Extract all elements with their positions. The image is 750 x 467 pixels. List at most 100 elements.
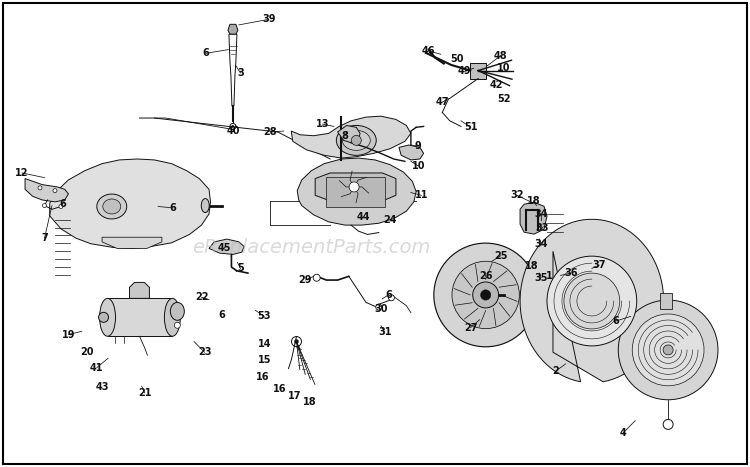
Circle shape <box>452 261 519 329</box>
Text: 10: 10 <box>496 63 510 73</box>
Text: 6: 6 <box>385 290 392 300</box>
Text: 23: 23 <box>198 347 211 357</box>
Text: 4: 4 <box>620 428 627 438</box>
Text: 10: 10 <box>412 161 425 171</box>
Circle shape <box>295 340 298 344</box>
Circle shape <box>314 274 320 281</box>
Polygon shape <box>102 237 162 248</box>
Circle shape <box>349 182 359 192</box>
Ellipse shape <box>103 199 121 214</box>
Text: 28: 28 <box>263 127 277 137</box>
Circle shape <box>388 295 394 301</box>
Text: 12: 12 <box>15 168 28 178</box>
Text: 47: 47 <box>436 97 449 107</box>
Text: 41: 41 <box>90 362 104 373</box>
Polygon shape <box>25 178 68 202</box>
Text: 5: 5 <box>237 263 244 273</box>
Text: 20: 20 <box>80 347 94 357</box>
Polygon shape <box>399 145 424 160</box>
Circle shape <box>351 135 361 145</box>
Text: 35: 35 <box>534 273 548 283</box>
Text: 13: 13 <box>316 119 329 129</box>
Text: 42: 42 <box>490 79 503 90</box>
Text: 6: 6 <box>218 310 225 320</box>
Text: 43: 43 <box>95 382 109 392</box>
Bar <box>326 177 385 206</box>
Circle shape <box>564 273 620 329</box>
Polygon shape <box>520 219 664 382</box>
Circle shape <box>53 189 57 193</box>
Circle shape <box>433 243 538 347</box>
Text: 51: 51 <box>464 122 478 132</box>
Bar <box>107 298 172 336</box>
Text: 30: 30 <box>374 304 388 314</box>
Circle shape <box>618 300 718 400</box>
Text: 8: 8 <box>342 131 349 141</box>
Text: 25: 25 <box>494 251 508 261</box>
Ellipse shape <box>342 130 370 150</box>
Circle shape <box>232 125 234 127</box>
Text: 45: 45 <box>217 243 231 254</box>
Text: 37: 37 <box>592 260 606 270</box>
Polygon shape <box>315 173 396 201</box>
Circle shape <box>174 322 180 328</box>
Text: 14: 14 <box>257 339 271 349</box>
Text: 9: 9 <box>415 141 422 151</box>
Text: 32: 32 <box>510 191 524 200</box>
Text: 7: 7 <box>41 233 48 243</box>
Ellipse shape <box>98 312 109 322</box>
Text: 50: 50 <box>451 54 464 64</box>
Text: 31: 31 <box>378 327 392 337</box>
Circle shape <box>38 186 42 190</box>
Text: 22: 22 <box>195 292 208 302</box>
Polygon shape <box>228 24 238 34</box>
Circle shape <box>376 304 382 310</box>
Text: 19: 19 <box>62 330 75 340</box>
Text: eReplacementParts.com: eReplacementParts.com <box>192 238 430 257</box>
Text: 6: 6 <box>202 48 209 58</box>
Circle shape <box>292 337 302 347</box>
Text: 3: 3 <box>237 68 244 78</box>
Text: 46: 46 <box>422 46 436 56</box>
Text: 34: 34 <box>534 209 548 219</box>
Text: 18: 18 <box>303 397 316 407</box>
Circle shape <box>230 123 236 129</box>
Text: 18: 18 <box>525 261 538 271</box>
Text: 52: 52 <box>496 94 510 105</box>
Circle shape <box>632 314 704 386</box>
Text: 17: 17 <box>288 390 302 401</box>
Text: 26: 26 <box>479 271 493 281</box>
Text: 2: 2 <box>553 366 560 376</box>
Polygon shape <box>130 283 149 298</box>
Circle shape <box>59 205 63 208</box>
Circle shape <box>43 204 46 207</box>
Bar <box>470 63 486 78</box>
Text: 16: 16 <box>273 384 286 395</box>
Text: 11: 11 <box>415 191 428 200</box>
Text: 27: 27 <box>464 323 478 333</box>
Text: 24: 24 <box>383 215 397 226</box>
Text: 34: 34 <box>534 239 548 249</box>
Polygon shape <box>50 159 211 248</box>
Ellipse shape <box>100 298 116 336</box>
Text: 16: 16 <box>256 372 269 382</box>
Polygon shape <box>291 116 411 158</box>
Text: 33: 33 <box>536 223 549 233</box>
Text: 44: 44 <box>357 212 370 222</box>
Circle shape <box>547 256 637 346</box>
Text: 18: 18 <box>526 196 540 206</box>
Text: 15: 15 <box>257 355 271 365</box>
Ellipse shape <box>164 298 180 336</box>
Circle shape <box>481 290 490 300</box>
Circle shape <box>472 282 499 308</box>
Text: 6: 6 <box>613 316 620 326</box>
Ellipse shape <box>97 194 127 219</box>
Polygon shape <box>520 202 547 234</box>
Text: 21: 21 <box>138 388 152 398</box>
Text: 6: 6 <box>170 203 176 213</box>
Polygon shape <box>209 239 245 255</box>
Text: 39: 39 <box>262 14 275 24</box>
Circle shape <box>663 345 673 355</box>
Text: 53: 53 <box>257 311 271 321</box>
Bar <box>660 293 671 309</box>
